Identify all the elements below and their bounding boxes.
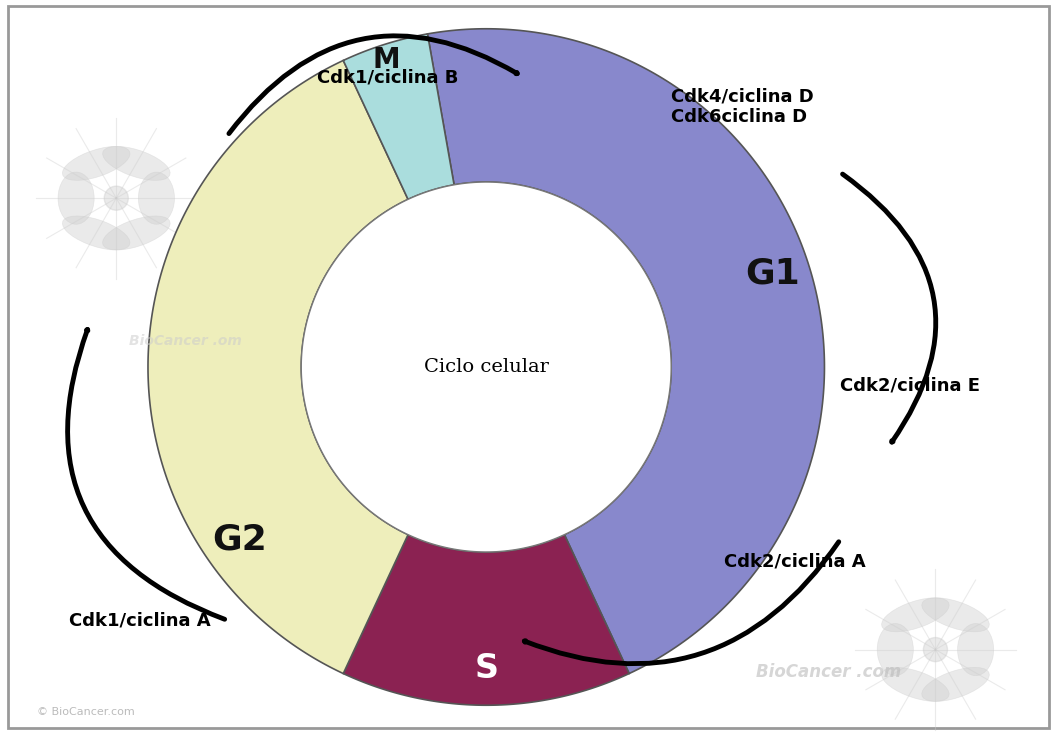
- Text: © BioCancer.com: © BioCancer.com: [37, 707, 134, 717]
- Ellipse shape: [882, 667, 949, 702]
- Ellipse shape: [924, 638, 947, 661]
- Text: BioCancer .com: BioCancer .com: [756, 663, 901, 680]
- Ellipse shape: [62, 216, 130, 250]
- Polygon shape: [427, 29, 824, 674]
- Ellipse shape: [58, 172, 94, 225]
- Ellipse shape: [138, 172, 174, 225]
- Polygon shape: [148, 60, 408, 674]
- Ellipse shape: [103, 146, 170, 181]
- Ellipse shape: [103, 216, 170, 250]
- FancyBboxPatch shape: [8, 6, 1049, 728]
- Ellipse shape: [958, 623, 994, 676]
- Text: BioCancer .om: BioCancer .om: [129, 334, 241, 349]
- FancyArrowPatch shape: [842, 174, 935, 442]
- Text: Cdk4/ciclina D
Cdk6ciclina D: Cdk4/ciclina D Cdk6ciclina D: [671, 87, 814, 126]
- FancyArrowPatch shape: [229, 36, 517, 134]
- Text: G2: G2: [212, 523, 266, 557]
- Polygon shape: [344, 34, 455, 200]
- Text: Cdk1/ciclina B: Cdk1/ciclina B: [317, 68, 459, 86]
- Text: Cdk1/ciclina A: Cdk1/ciclina A: [69, 611, 210, 629]
- Ellipse shape: [62, 146, 130, 181]
- Text: Cdk2/ciclina A: Cdk2/ciclina A: [724, 553, 866, 570]
- Text: Cdk2/ciclina E: Cdk2/ciclina E: [840, 377, 980, 394]
- Polygon shape: [344, 534, 629, 705]
- Ellipse shape: [922, 667, 989, 702]
- Text: S: S: [475, 652, 498, 685]
- Text: G1: G1: [745, 257, 800, 291]
- Ellipse shape: [922, 597, 989, 632]
- FancyArrowPatch shape: [68, 330, 225, 619]
- Ellipse shape: [882, 597, 949, 632]
- Text: Ciclo celular: Ciclo celular: [424, 358, 549, 376]
- Ellipse shape: [105, 186, 128, 210]
- FancyArrowPatch shape: [524, 542, 839, 664]
- Text: M: M: [373, 46, 401, 74]
- Ellipse shape: [877, 623, 913, 676]
- Polygon shape: [301, 182, 671, 552]
